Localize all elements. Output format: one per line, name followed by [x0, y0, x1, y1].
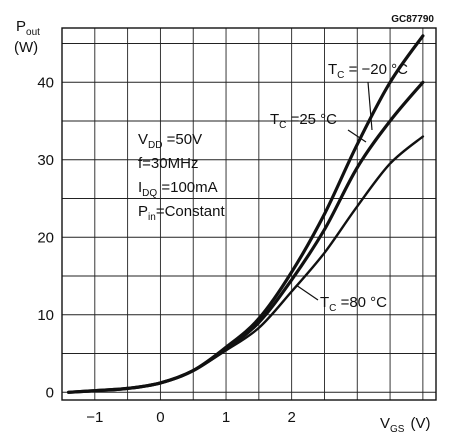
y-tick-label: 30: [37, 152, 54, 169]
y-tick-label: 0: [46, 384, 54, 401]
leader-line-tc-minus20: [367, 81, 373, 131]
figure-code: GC87790: [391, 14, 434, 25]
plot-frame: [61, 27, 437, 401]
y-axis-unit: (W): [14, 39, 38, 56]
y-tick-label: 10: [37, 307, 54, 324]
series-label-tc-80: TC =80 °C: [320, 294, 387, 314]
x-tick-label: −1: [86, 409, 103, 426]
series-label-tc-minus20: TC = −20 °C: [328, 61, 408, 81]
series-label-tc-25: TC =25 °C: [270, 111, 337, 131]
leader-line-tc-25: [347, 129, 367, 143]
condition-vdd: VDD =50V: [138, 131, 202, 151]
condition-frequency: f=30MHz: [138, 155, 198, 172]
condition-pin: Pin=Constant: [138, 203, 225, 223]
x-axis-label: VGS (V): [380, 415, 430, 435]
condition-idq: IDQ =100mA: [138, 179, 218, 199]
series-line-2: [67, 135, 425, 394]
x-tick-label: 2: [287, 409, 295, 426]
grid: [62, 28, 436, 400]
x-tick-label: 1: [222, 409, 230, 426]
leader-line-tc-80: [295, 284, 319, 301]
series-labels: TC = −20 °C TC =25 °C TC =80 °C: [270, 61, 408, 314]
y-tick-label: 20: [37, 229, 54, 246]
y-tick-label: 40: [37, 74, 54, 91]
x-tick-label: 0: [156, 409, 164, 426]
y-axis-label: Pout: [16, 18, 40, 38]
series-layer: [67, 34, 425, 394]
test-conditions: VDD =50V f=30MHz IDQ =100mA Pin=Constant: [138, 131, 225, 223]
